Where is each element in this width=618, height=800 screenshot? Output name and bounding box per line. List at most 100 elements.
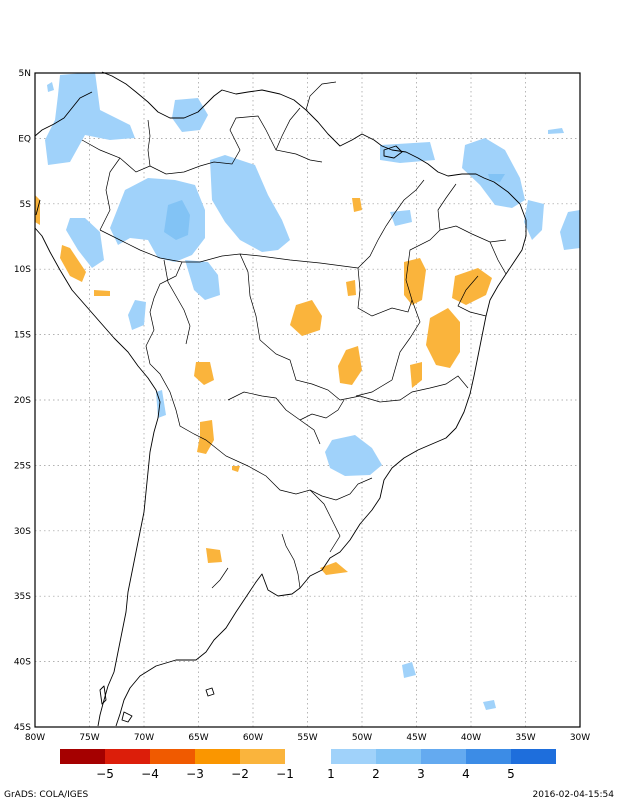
island-coast bbox=[383, 145, 403, 159]
longitude-labels: 80W 75W 70W 65W 60W 55W 50W 45W 40W 35W 30W bbox=[25, 733, 590, 743]
positive-anomaly-area bbox=[524, 200, 544, 240]
colorbar-swatch bbox=[331, 749, 376, 764]
longitude-label: 70W bbox=[134, 733, 154, 743]
negative-anomaly-area bbox=[206, 548, 222, 563]
country-border bbox=[391, 299, 421, 381]
positive-anomaly-area bbox=[548, 128, 564, 134]
longitude-label: 40W bbox=[461, 733, 481, 743]
negative-anomaly-area bbox=[426, 308, 460, 368]
longitude-label: 65W bbox=[188, 733, 208, 743]
plot-frame bbox=[34, 72, 581, 728]
positive-anomaly-area bbox=[110, 178, 205, 262]
colorbar-swatch bbox=[240, 749, 285, 764]
positive-anomaly-area bbox=[128, 300, 146, 330]
coastline bbox=[35, 199, 41, 216]
colorbar-swatch bbox=[60, 749, 105, 764]
colorbar-label: 5 bbox=[507, 767, 515, 781]
longitude-label: 35W bbox=[515, 733, 535, 743]
positive-anomaly-area bbox=[402, 662, 416, 678]
colorbar-label: 4 bbox=[462, 767, 470, 781]
footer-credit: GrADS: COLA/IGES bbox=[4, 790, 88, 800]
colorbar-swatch bbox=[150, 749, 195, 764]
latitude-label: 5S bbox=[20, 200, 32, 210]
colorbar-swatch bbox=[195, 749, 240, 764]
colorbar-swatch bbox=[376, 749, 421, 764]
latitude-label: 5N bbox=[19, 69, 31, 79]
colorbar-label: 2 bbox=[372, 767, 380, 781]
country-border bbox=[281, 533, 301, 589]
colorbar-swatch bbox=[466, 749, 511, 764]
colorbar-swatch bbox=[105, 749, 150, 764]
country-border bbox=[355, 379, 393, 397]
colorbar-swatch bbox=[421, 749, 466, 764]
country-border bbox=[357, 183, 457, 317]
longitude-label: 60W bbox=[243, 733, 263, 743]
positive-anomaly-area bbox=[462, 138, 525, 208]
country-border bbox=[81, 119, 151, 173]
country-border bbox=[99, 157, 121, 231]
country-border bbox=[305, 81, 337, 111]
country-border bbox=[489, 241, 507, 275]
longitude-label: 50W bbox=[352, 733, 372, 743]
positive-anomaly-area bbox=[210, 155, 290, 252]
positive-anomaly-area bbox=[560, 210, 580, 250]
country-border bbox=[149, 115, 323, 175]
country-border bbox=[239, 253, 341, 401]
latitude-label: EQ bbox=[18, 134, 31, 144]
positive-anomaly-area bbox=[390, 210, 412, 226]
latitude-label: 20S bbox=[14, 396, 31, 406]
positive-anomaly-area bbox=[483, 700, 496, 710]
positive-anomaly-area bbox=[47, 82, 54, 92]
country-border bbox=[439, 225, 507, 243]
latitude-labels: 5N EQ 5S 10S 15S 20S 25S 30S 35S 40S 45S bbox=[14, 69, 31, 733]
longitude-label: 45W bbox=[406, 733, 426, 743]
negative-anomaly-area bbox=[60, 245, 86, 282]
longitude-label: 30W bbox=[570, 733, 590, 743]
coastline bbox=[34, 71, 527, 727]
latitude-label: 45S bbox=[14, 723, 31, 733]
negative-anomaly-area bbox=[338, 346, 362, 385]
colorbar-label: 1 bbox=[327, 767, 335, 781]
country-border bbox=[227, 391, 321, 445]
colorbar-label: −3 bbox=[186, 767, 204, 781]
positive-anomaly-area bbox=[488, 174, 505, 182]
longitude-label: 75W bbox=[79, 733, 99, 743]
latitude-label: 40S bbox=[14, 658, 31, 668]
country-border bbox=[357, 179, 425, 269]
longitude-label: 55W bbox=[297, 733, 317, 743]
positive-anomaly-area bbox=[66, 218, 104, 268]
negative-anomaly-area bbox=[410, 362, 422, 388]
colorbar-label: −4 bbox=[141, 767, 159, 781]
coastline bbox=[34, 91, 93, 137]
latitude-label: 35S bbox=[14, 592, 31, 602]
negative-anomaly-area bbox=[320, 562, 348, 575]
island-coast bbox=[99, 685, 107, 705]
country-border bbox=[339, 375, 469, 403]
country-border bbox=[211, 567, 229, 589]
latitude-label: 25S bbox=[14, 461, 31, 471]
country-border bbox=[145, 261, 373, 501]
negative-anomaly-area bbox=[94, 290, 110, 296]
country-border bbox=[309, 489, 341, 553]
latitude-label: 30S bbox=[14, 527, 31, 537]
negative-anomaly-area bbox=[352, 198, 362, 212]
country-border bbox=[99, 229, 359, 269]
country-border bbox=[457, 275, 487, 317]
negative-anomaly-area bbox=[290, 300, 322, 336]
country-border bbox=[275, 107, 301, 151]
colorbar: −5 −4 −3 −2 −1 1 2 3 4 5 bbox=[60, 749, 556, 781]
negative-anomaly-area bbox=[232, 466, 240, 472]
footer-timestamp: 2016-02-04-15:54 bbox=[533, 790, 615, 800]
negative-anomaly-area bbox=[404, 258, 426, 305]
negative-anomaly-area bbox=[346, 280, 356, 296]
coastline-and-borders bbox=[34, 71, 527, 727]
colorbar-swatch bbox=[511, 749, 556, 764]
island-coast bbox=[205, 687, 215, 697]
colorbar-label: −2 bbox=[231, 767, 249, 781]
colorbar-label: −5 bbox=[96, 767, 114, 781]
country-border bbox=[299, 399, 345, 421]
country-border bbox=[163, 259, 191, 345]
positive-anomaly-area bbox=[164, 200, 190, 240]
negative-anomaly-area bbox=[452, 268, 492, 305]
